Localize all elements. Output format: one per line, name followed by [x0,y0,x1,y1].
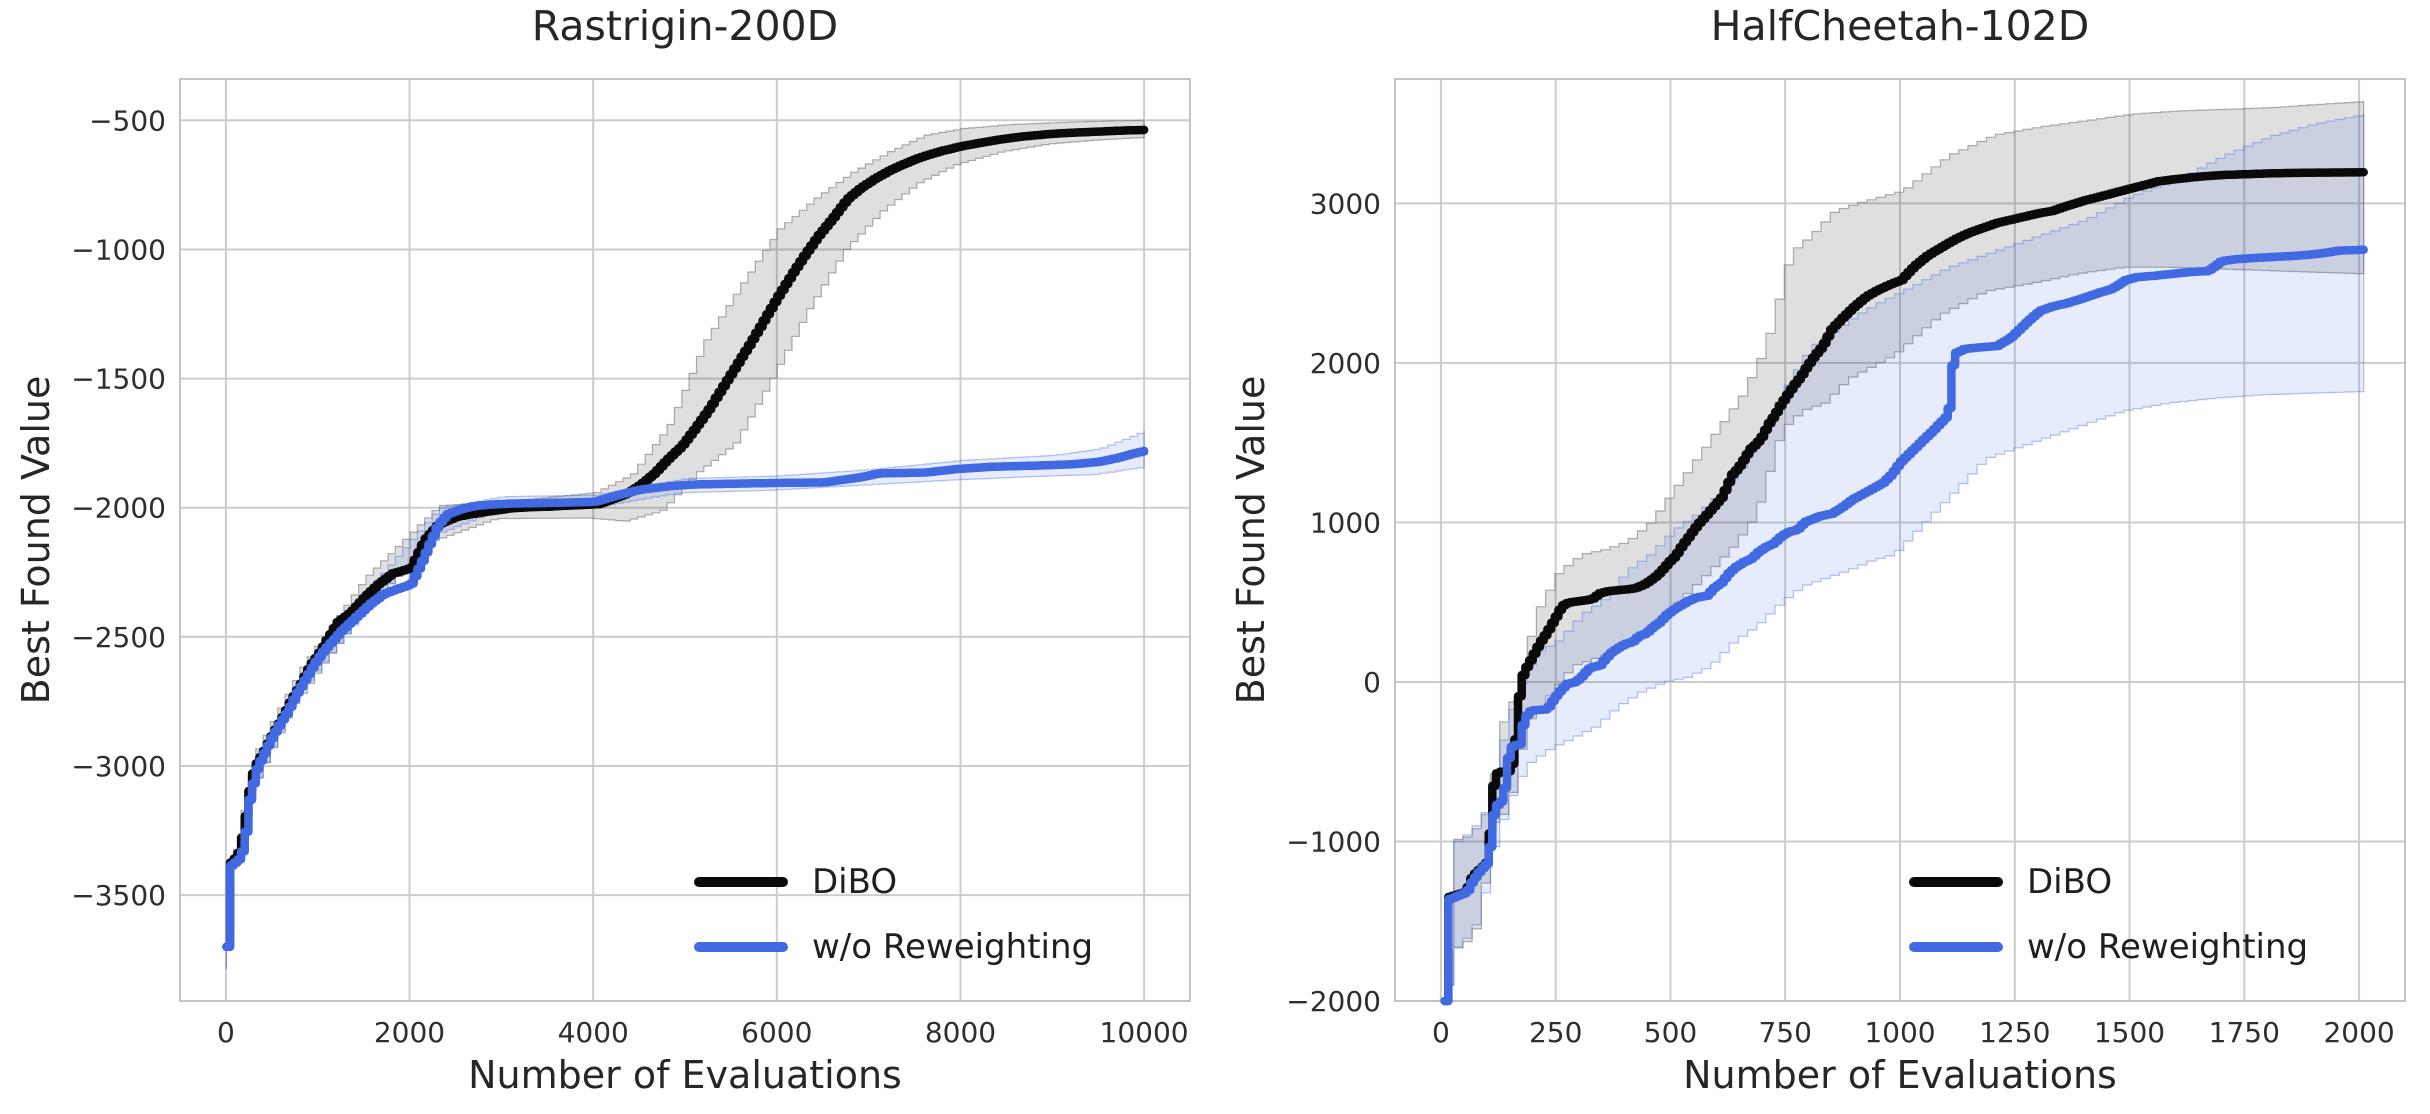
y-tick-labels: −500 −1000 −1500 −2000 −2500 −3000 −3500 [71,104,166,912]
legend-line-swatch-wo-reweighting [694,941,788,952]
x-tick: 2000 [2323,1016,2394,1049]
x-tick: 10000 [1100,1016,1189,1049]
legend-line-swatch-dibo [1909,876,2003,887]
y-tick: −3500 [71,879,166,912]
y-axis-label: Best Found Value [14,375,58,705]
plot-area-rastrigin: 0 2000 4000 6000 8000 10000 −500 −1000 −1500 −200… [71,78,1191,1049]
line-wo-reweighting [1440,245,2368,1006]
y-tick: −1500 [71,363,166,396]
y-tick: −1000 [1286,826,1381,859]
chart-title: Rastrigin-200D [531,2,839,50]
x-axis-label: Number of Evaluations [468,1053,902,1097]
legend-line-swatch-wo-reweighting [1909,941,2003,952]
y-tick: 2000 [1310,347,1381,380]
y-tick: −1000 [71,234,166,267]
line-dibo [1440,168,2368,1006]
x-tick: 500 [1644,1016,1697,1049]
y-tick: −2000 [71,492,166,525]
legend-label: w/o Reweighting [2027,926,2309,967]
x-tick-labels: 0 2000 4000 6000 8000 10000 [217,1016,1189,1049]
legend-label: DiBO [2027,861,2113,902]
legend: DiBO w/o Reweighting [694,849,1093,979]
y-tick: −3000 [71,750,166,783]
x-tick: 1750 [2209,1016,2280,1049]
chart-rastrigin: 0 2000 4000 6000 8000 10000 −500 −1000 −1500 −200… [14,2,1191,1097]
y-tick-labels: 3000 2000 1000 0 −1000 −2000 [1286,187,1381,1018]
x-tick: 1250 [1979,1016,2050,1049]
x-tick: 1000 [1864,1016,1935,1049]
x-tick: 6000 [741,1016,812,1049]
x-tick: 250 [1529,1016,1582,1049]
y-tick: 0 [1363,666,1381,699]
x-tick: 750 [1758,1016,1811,1049]
legend-item-wo-reweighting: w/o Reweighting [694,914,1093,979]
x-tick: 0 [217,1016,235,1049]
y-tick: −2000 [1286,985,1381,1018]
x-tick: 1500 [2094,1016,2165,1049]
x-tick: 2000 [374,1016,445,1049]
legend-label: DiBO [812,861,898,902]
y-axis-label: Best Found Value [1229,375,1273,705]
legend-item-wo-reweighting: w/o Reweighting [1909,914,2308,979]
plot-area-halfcheetah: 0 250 500 750 1000 1250 1500 1750 2000 3000 2000 10… [1286,78,2406,1049]
legend-line-swatch-dibo [694,876,788,887]
y-tick: −2500 [71,621,166,654]
axes-spines [179,78,1191,1002]
grid [180,79,1190,1001]
x-axis-label: Number of Evaluations [1683,1053,2117,1097]
chart-title: HalfCheetah-102D [1710,2,2090,50]
x-tick: 0 [1432,1016,1450,1049]
y-tick: 3000 [1310,187,1381,220]
axes-spines [1394,78,2406,1002]
legend-item-dibo: DiBO [1909,849,2308,914]
legend-item-dibo: DiBO [694,849,1093,914]
y-tick: 1000 [1310,507,1381,540]
chart-halfcheetah: 0 250 500 750 1000 1250 1500 1750 2000 3000 2000 10… [1215,0,2430,1114]
line-wo-reweighting [222,446,1149,952]
x-tick-labels: 0 250 500 750 1000 1250 1500 1750 2000 [1432,1016,2395,1049]
x-tick: 4000 [558,1016,629,1049]
x-tick: 8000 [925,1016,996,1049]
band-dibo [225,119,1145,968]
legend: DiBO w/o Reweighting [1909,849,2308,979]
legend-label: w/o Reweighting [812,926,1094,967]
y-tick: −500 [89,104,166,137]
line-dibo [222,125,1149,952]
